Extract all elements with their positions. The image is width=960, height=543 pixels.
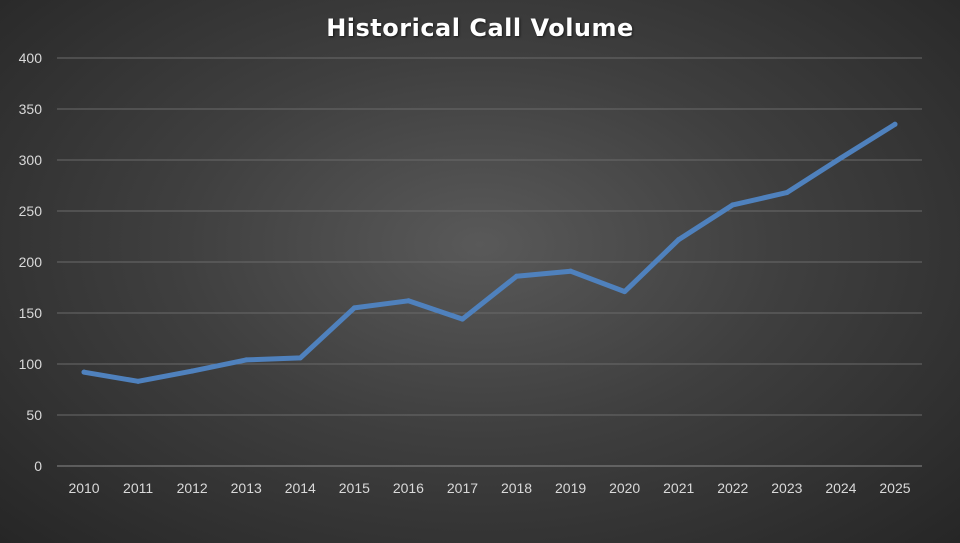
chart-title: Historical Call Volume <box>326 14 634 42</box>
data-point <box>135 378 141 384</box>
x-tick-label: 2021 <box>663 480 694 496</box>
series-line <box>81 121 898 384</box>
x-tick-label: 2022 <box>717 480 748 496</box>
y-tick-label: 400 <box>19 50 43 66</box>
data-point <box>676 237 682 243</box>
data-point <box>459 316 465 322</box>
x-tick-label: 2015 <box>339 480 370 496</box>
x-tick-label: 2017 <box>447 480 478 496</box>
data-point <box>405 298 411 304</box>
y-tick-label: 300 <box>19 152 43 168</box>
data-point <box>189 368 195 374</box>
x-tick-label: 2013 <box>231 480 262 496</box>
data-point <box>892 121 898 127</box>
data-point <box>514 273 520 279</box>
data-point <box>297 355 303 361</box>
x-tick-label: 2014 <box>285 480 316 496</box>
x-tick-label: 2016 <box>393 480 424 496</box>
data-point <box>730 202 736 208</box>
x-tick-label: 2024 <box>825 480 856 496</box>
x-tick-label: 2025 <box>879 480 910 496</box>
x-tick-label: 2020 <box>609 480 640 496</box>
x-tick-label: 2012 <box>177 480 208 496</box>
y-axis-tick-labels: 0 50 100 150 200 250 300 350 400 <box>19 50 43 474</box>
y-tick-label: 50 <box>26 407 42 423</box>
y-tick-label: 150 <box>19 305 43 321</box>
data-point <box>243 357 249 363</box>
y-tick-label: 0 <box>34 458 42 474</box>
x-tick-label: 2023 <box>771 480 802 496</box>
y-tick-label: 100 <box>19 356 43 372</box>
y-tick-label: 250 <box>19 203 43 219</box>
series-lines <box>81 121 898 384</box>
x-tick-label: 2011 <box>123 480 153 496</box>
data-point <box>568 268 574 274</box>
y-tick-label: 200 <box>19 254 43 270</box>
x-axis-tick-labels: 2010 2011 2012 2013 2014 2015 2016 2017 2018 2019… <box>68 480 910 496</box>
data-point <box>622 289 628 295</box>
data-point <box>351 305 357 311</box>
data-point <box>838 155 844 161</box>
x-tick-label: 2010 <box>68 480 99 496</box>
data-point <box>81 369 87 375</box>
x-tick-label: 2018 <box>501 480 532 496</box>
data-point <box>784 190 790 196</box>
gridlines <box>57 57 922 467</box>
x-tick-label: 2019 <box>555 480 586 496</box>
y-tick-label: 350 <box>19 101 43 117</box>
